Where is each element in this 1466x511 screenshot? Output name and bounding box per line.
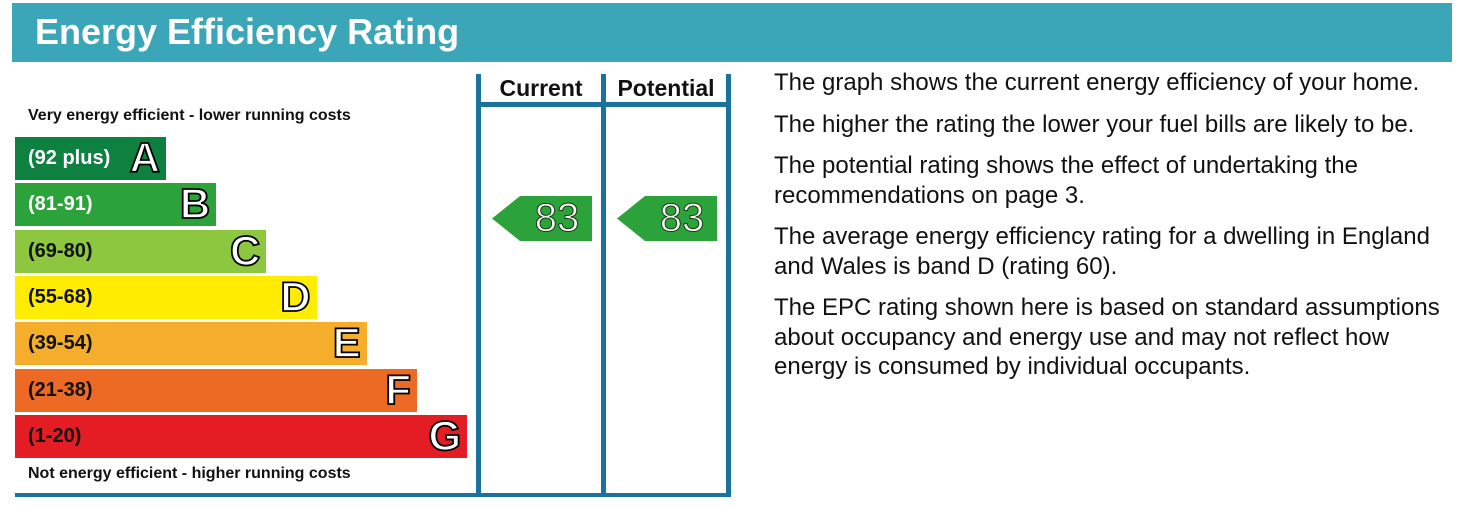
column-header-current: Current <box>499 75 583 101</box>
potential-rating-arrow: 83 <box>617 196 717 241</box>
header-bar: Energy Efficiency Rating <box>12 3 1452 62</box>
efficient-label: Very energy efficient - lower running co… <box>28 107 351 124</box>
band-b: (81-91) B <box>15 179 217 228</box>
description-paragraph-5: The EPC rating shown here is based on st… <box>774 294 1440 380</box>
band-c: (69-80) C <box>15 226 267 274</box>
band-range-label: (81-91) <box>28 193 93 216</box>
page-title: Energy Efficiency Rating <box>35 11 460 52</box>
band-d: (55-68) D <box>15 272 317 321</box>
description-text: The graph shows the current energy effic… <box>774 68 1454 394</box>
current-arrow-shape <box>492 196 592 241</box>
column-divider-right <box>726 74 731 497</box>
potential-arrow-fill <box>617 196 717 241</box>
current-rating-arrow: 83 <box>492 196 592 241</box>
band-range-label: (21-38) <box>28 378 93 401</box>
current-rating-value: 83 <box>534 196 580 241</box>
band-range-label: (92 plus) <box>28 147 111 169</box>
current-arrow-fill <box>492 196 592 241</box>
column-header-rule <box>476 102 731 107</box>
description-paragraph-1: The graph shows the current energy effic… <box>774 69 1420 96</box>
band-letter: E <box>332 318 362 367</box>
band-f: (21-38) F <box>15 365 417 413</box>
band-range-label: (55-68) <box>28 285 93 308</box>
band-e: (39-54) E <box>15 318 367 367</box>
band-letter: F <box>384 365 411 414</box>
band-letter: B <box>179 179 211 228</box>
band-letter: G <box>428 411 462 460</box>
band-range-label: (1-20) <box>28 424 82 447</box>
potential-rating-value: 83 <box>659 196 705 241</box>
inefficient-label: Not energy efficient - higher running co… <box>28 465 351 482</box>
column-header-potential: Potential <box>617 75 715 101</box>
potential-arrow-shape <box>617 196 717 241</box>
band-range-label: (39-54) <box>28 332 93 355</box>
band-a: (92 plus) A <box>15 133 166 182</box>
band-letter: C <box>229 226 261 275</box>
band-range-label: (69-80) <box>28 239 93 262</box>
column-divider-middle <box>601 74 606 497</box>
column-divider-left <box>476 74 481 497</box>
band-g: (1-20) G <box>15 411 468 460</box>
chart-baseline <box>15 493 731 497</box>
band-letter: D <box>279 272 311 321</box>
band-letter: A <box>129 133 161 182</box>
description-paragraph-2: The higher the rating the lower your fue… <box>774 110 1415 138</box>
description-paragraph-3: The potential rating shows the effect of… <box>774 152 1358 209</box>
description-paragraph-4: The average energy efficiency rating for… <box>774 223 1430 280</box>
